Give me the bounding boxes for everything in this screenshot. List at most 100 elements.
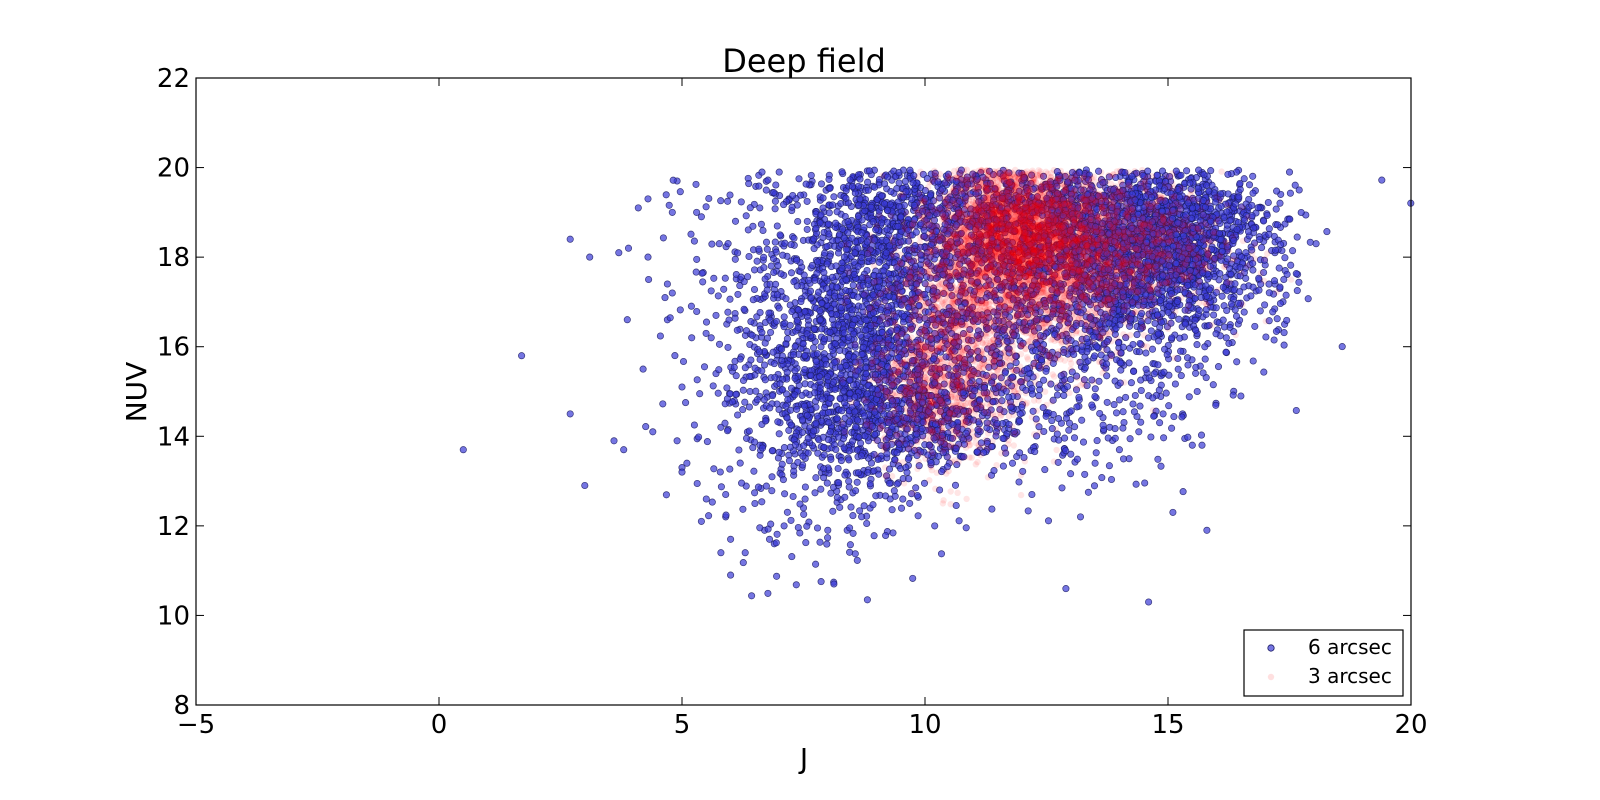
point-6-arcsec [940, 289, 948, 298]
point-6-arcsec [862, 326, 870, 334]
point-6-arcsec [825, 175, 833, 183]
point-6-arcsec [692, 180, 700, 188]
point-6-arcsec [1060, 391, 1068, 400]
point-6-arcsec [762, 186, 770, 194]
point-6-arcsec [826, 394, 834, 402]
point-6-arcsec [1201, 343, 1209, 351]
point-6-arcsec [823, 479, 831, 487]
point-6-arcsec [832, 219, 840, 227]
point-6-arcsec [1233, 225, 1241, 234]
point-6-arcsec [1265, 289, 1273, 297]
point-6-arcsec [850, 270, 858, 278]
point-6-arcsec [610, 437, 618, 445]
point-6-arcsec [813, 524, 822, 532]
point-6-arcsec [1216, 270, 1224, 278]
point-6-arcsec [1233, 358, 1241, 366]
point-6-arcsec [1205, 187, 1213, 195]
point-6-arcsec [859, 343, 867, 351]
point-6-arcsec [758, 168, 766, 176]
point-6-arcsec [1224, 190, 1232, 198]
point-6-arcsec [1306, 238, 1314, 246]
point-6-arcsec [846, 176, 854, 184]
point-6-arcsec [1289, 247, 1297, 255]
point-6-arcsec [952, 501, 960, 510]
point-6-arcsec [781, 239, 789, 247]
point-6-arcsec [882, 249, 890, 257]
point-6-arcsec [827, 455, 835, 463]
point-6-arcsec [784, 396, 792, 404]
point-6-arcsec [761, 339, 769, 347]
point-6-arcsec [765, 535, 774, 543]
point-6-arcsec [683, 459, 691, 467]
point-6-arcsec [1200, 171, 1208, 179]
point-6-arcsec [644, 253, 652, 261]
point-6-arcsec [856, 175, 864, 183]
point-6-arcsec [827, 489, 835, 497]
point-6-arcsec [820, 474, 828, 482]
point-6-arcsec [790, 467, 798, 475]
point-6-arcsec [816, 219, 824, 227]
point-6-arcsec [825, 209, 833, 217]
point-6-arcsec [862, 370, 870, 378]
point-6-arcsec [688, 334, 696, 342]
point-6-arcsec [697, 213, 705, 221]
point-6-arcsec [750, 467, 758, 475]
point-6-arcsec [936, 486, 944, 494]
point-6-arcsec [781, 490, 789, 498]
point-6-arcsec [1176, 334, 1184, 342]
point-6-arcsec [1276, 199, 1284, 207]
point-6-arcsec [871, 183, 879, 191]
point-6-arcsec [518, 352, 526, 360]
point-6-arcsec [914, 512, 922, 520]
point-6-arcsec [772, 181, 780, 189]
point-6-arcsec [837, 457, 845, 465]
point-6-arcsec [1292, 270, 1300, 278]
point-6-arcsec [841, 471, 849, 479]
point-6-arcsec [1283, 316, 1291, 324]
point-6-arcsec [863, 519, 871, 528]
point-6-arcsec [831, 292, 839, 300]
point-6-arcsec [793, 256, 801, 264]
point-6-arcsec [1067, 450, 1075, 458]
point-6-arcsec [663, 280, 671, 288]
point-6-arcsec [1223, 208, 1231, 216]
point-6-arcsec [1236, 263, 1244, 271]
point-6-arcsec [1223, 306, 1231, 315]
point-6-arcsec [962, 524, 970, 532]
point-6-arcsec [1274, 221, 1282, 229]
point-6-arcsec [1232, 312, 1241, 320]
point-6-arcsec [727, 571, 735, 579]
point-6-arcsec [1135, 428, 1143, 436]
point-6-arcsec [1264, 198, 1272, 207]
point-6-arcsec [830, 193, 838, 201]
point-6-arcsec [772, 539, 780, 547]
point-6-arcsec [880, 267, 888, 275]
point-6-arcsec [834, 464, 842, 473]
point-6-arcsec [1293, 233, 1301, 241]
point-6-arcsec [1236, 185, 1244, 194]
point-6-arcsec [787, 269, 796, 277]
point-6-arcsec [1175, 315, 1183, 323]
point-6-arcsec [1260, 217, 1268, 225]
plot-area [195, 77, 1415, 706]
point-6-arcsec [717, 197, 725, 205]
point-6-arcsec [834, 249, 843, 257]
point-6-arcsec [731, 314, 739, 322]
point-6-arcsec [739, 386, 747, 394]
point-6-arcsec [899, 495, 907, 503]
point-6-arcsec [757, 220, 765, 228]
point-6-arcsec [856, 507, 864, 515]
point-6-arcsec [852, 487, 860, 495]
point-6-arcsec [1261, 301, 1269, 309]
point-6-arcsec [931, 522, 939, 530]
point-6-arcsec [888, 506, 896, 514]
point-6-arcsec [1054, 458, 1062, 466]
point-6-arcsec [1091, 459, 1099, 467]
point-6-arcsec [702, 203, 710, 211]
point-6-arcsec [1195, 166, 1203, 174]
point-6-arcsec [1205, 286, 1214, 294]
point-6-arcsec [715, 366, 723, 374]
point-6-arcsec [639, 365, 647, 373]
point-6-arcsec [726, 191, 734, 199]
point-6-arcsec [755, 182, 763, 190]
